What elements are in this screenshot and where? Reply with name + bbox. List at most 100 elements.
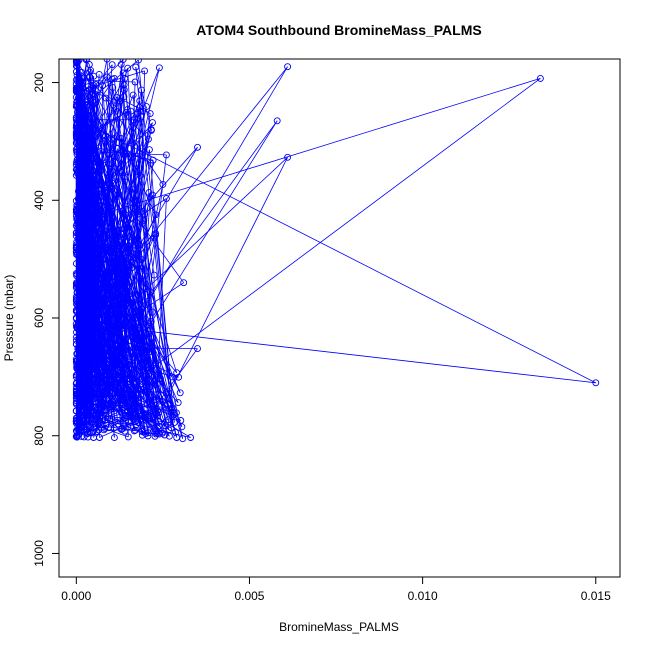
data-point	[108, 207, 116, 215]
data-point	[78, 422, 86, 430]
data-point	[112, 384, 119, 392]
data-point	[100, 357, 108, 364]
series-segment	[116, 96, 151, 114]
data-point	[162, 151, 170, 159]
data-point	[87, 66, 95, 74]
data-point	[137, 318, 145, 326]
series-segment	[77, 246, 128, 329]
data-point	[96, 434, 103, 441]
data-point	[74, 123, 82, 131]
data-point	[162, 389, 170, 396]
data-point	[99, 298, 107, 306]
data-point	[73, 281, 81, 288]
y-tick-label: 600	[32, 308, 46, 328]
y-axis-label: Pressure (mbar)	[2, 275, 16, 362]
data-point	[95, 70, 103, 78]
data-point	[95, 417, 103, 425]
data-point	[79, 365, 87, 373]
data-point	[95, 279, 103, 287]
data-point	[88, 407, 96, 415]
data-point	[90, 375, 98, 383]
data-point	[117, 306, 124, 314]
data-point	[142, 267, 150, 275]
data-point	[146, 110, 154, 118]
data-point	[108, 401, 116, 409]
series-segment	[127, 68, 142, 322]
data-point	[88, 387, 95, 395]
series-segment	[105, 97, 164, 185]
data-point	[80, 117, 88, 125]
data-point	[105, 348, 113, 355]
data-point	[123, 389, 131, 397]
data-point	[165, 426, 173, 434]
data-point	[101, 189, 109, 197]
data-point	[86, 379, 94, 387]
data-point	[91, 219, 99, 227]
data-point	[128, 371, 136, 379]
data-point	[127, 107, 135, 115]
data-point	[130, 197, 138, 205]
data-point	[78, 288, 86, 296]
data-point	[117, 60, 125, 68]
data-point	[73, 201, 81, 209]
data-point	[78, 94, 86, 102]
series-segment	[95, 316, 102, 379]
data-point	[115, 366, 123, 374]
data-point	[72, 296, 80, 304]
data-point	[124, 337, 132, 345]
data-point	[284, 63, 292, 71]
data-point	[119, 69, 127, 77]
data-point	[72, 68, 80, 76]
data-point	[107, 403, 114, 411]
data-point	[86, 377, 94, 385]
data-point	[84, 393, 92, 401]
data-point	[73, 150, 81, 158]
data-point	[150, 271, 158, 279]
data-point	[137, 385, 145, 393]
data-point	[96, 385, 104, 393]
data-point	[90, 427, 97, 435]
data-point	[116, 384, 124, 392]
data-point	[112, 375, 120, 383]
data-point	[133, 110, 141, 118]
series-segment	[87, 96, 129, 326]
data-point	[91, 281, 99, 289]
data-point	[100, 294, 108, 302]
series-group	[72, 59, 600, 443]
data-point	[73, 138, 81, 146]
data-point	[82, 274, 90, 282]
data-point	[74, 137, 81, 145]
data-point	[124, 263, 132, 271]
data-point	[175, 373, 183, 381]
data-point	[101, 339, 109, 347]
data-point	[124, 314, 132, 321]
data-point	[119, 231, 126, 239]
series-segment	[83, 121, 100, 438]
data-point	[74, 318, 82, 326]
data-point	[130, 393, 138, 401]
data-point	[93, 159, 101, 166]
series-segment	[76, 128, 149, 433]
series-segment	[77, 141, 123, 399]
data-point	[157, 375, 164, 383]
data-point	[115, 190, 123, 198]
data-point	[122, 211, 129, 219]
data-point	[77, 344, 85, 352]
data-point	[73, 158, 80, 166]
data-point	[76, 190, 84, 198]
data-point	[96, 347, 104, 355]
data-point	[85, 344, 93, 351]
data-series	[72, 59, 600, 443]
data-point	[92, 272, 100, 280]
series-segment	[77, 89, 125, 174]
data-point	[80, 74, 88, 82]
x-tick-label: 0.005	[234, 589, 264, 603]
x-tick-label: 0.015	[581, 589, 611, 603]
data-point	[110, 278, 117, 286]
data-point	[98, 288, 106, 296]
data-point	[82, 409, 90, 417]
data-point	[120, 81, 128, 89]
data-point	[81, 305, 89, 312]
data-point	[78, 293, 86, 301]
